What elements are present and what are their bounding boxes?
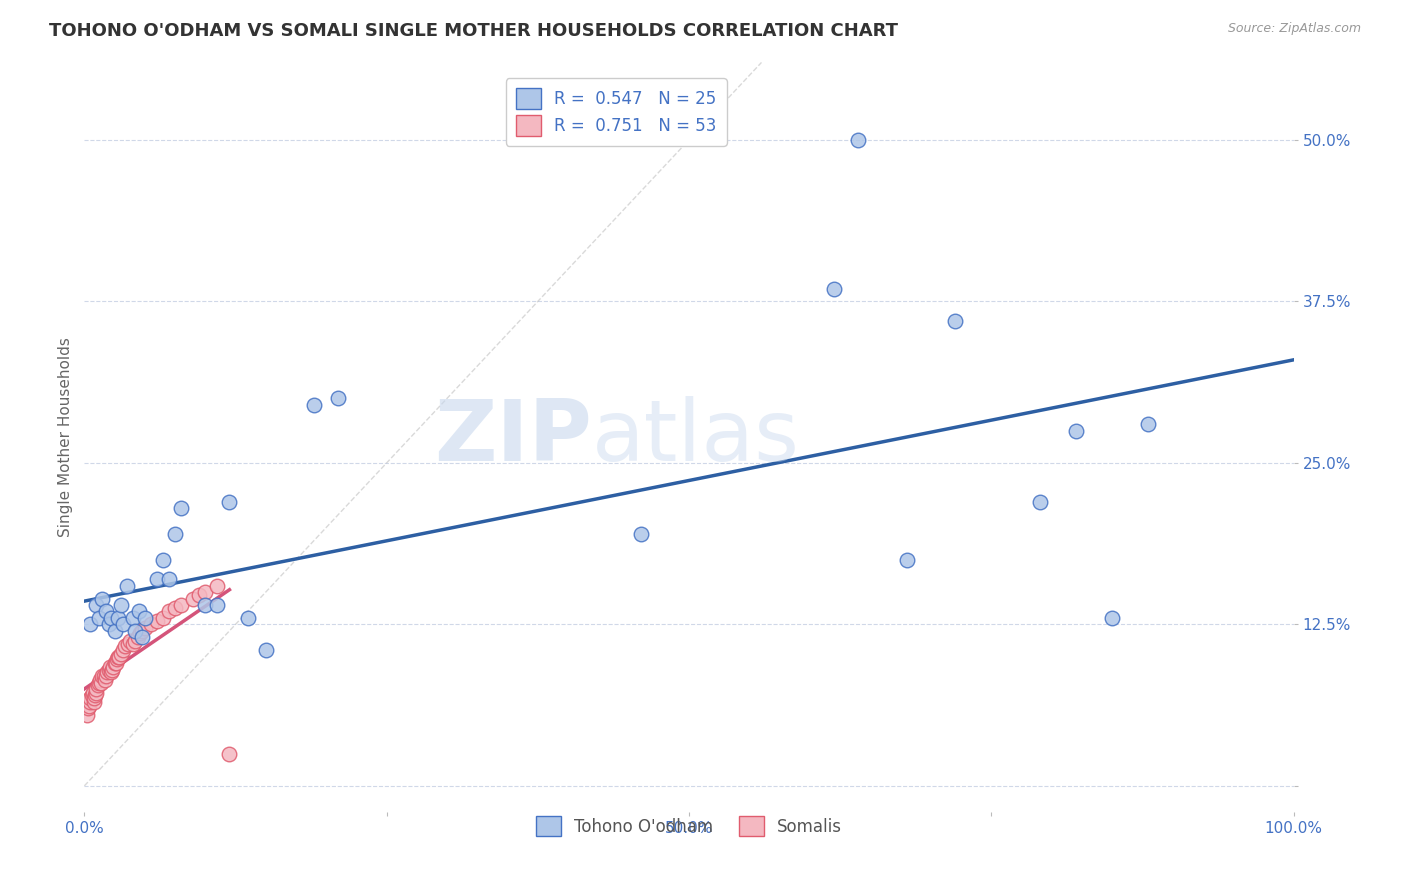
Point [107, 649, 129, 664]
Text: ZIP: ZIP [434, 395, 592, 479]
Point [91, 669, 114, 683]
Point [124, 624, 146, 638]
Point [943, 314, 966, 328]
Point [131, 624, 153, 638]
Point [104, 656, 127, 670]
Point [207, 579, 229, 593]
Point [170, 501, 193, 516]
Point [94, 673, 117, 687]
Point [129, 626, 152, 640]
Point [97, 663, 120, 677]
Point [823, 281, 845, 295]
Point [1101, 611, 1123, 625]
Point [94, 605, 117, 619]
Legend: Tohono O'odham, Somalis: Tohono O'odham, Somalis [527, 807, 851, 845]
Point [207, 598, 229, 612]
Point [104, 624, 127, 638]
Point [77, 698, 100, 713]
Point [131, 630, 153, 644]
Point [94, 669, 117, 683]
Point [86, 686, 108, 700]
Point [630, 527, 652, 541]
Point [152, 611, 174, 625]
Point [96, 665, 118, 680]
Point [89, 673, 111, 687]
Point [157, 572, 180, 586]
Point [127, 630, 149, 644]
Point [108, 649, 131, 664]
Point [115, 579, 138, 593]
Point [128, 605, 150, 619]
Point [165, 600, 187, 615]
Point [170, 598, 193, 612]
Point [121, 611, 143, 625]
Point [181, 591, 204, 606]
Point [84, 689, 107, 703]
Point [152, 553, 174, 567]
Point [218, 494, 240, 508]
Y-axis label: Single Mother Households: Single Mother Households [58, 337, 73, 537]
Point [79, 617, 101, 632]
Point [76, 707, 98, 722]
Point [91, 591, 114, 606]
Point [188, 588, 211, 602]
Point [104, 656, 127, 670]
Point [139, 617, 162, 632]
Point [83, 695, 105, 709]
Point [165, 527, 187, 541]
Point [110, 647, 132, 661]
Point [218, 747, 240, 761]
Point [194, 598, 217, 612]
Point [254, 643, 277, 657]
Text: atlas: atlas [592, 395, 800, 479]
Point [86, 598, 108, 612]
Point [80, 689, 103, 703]
Point [86, 681, 108, 696]
Point [157, 605, 180, 619]
Point [97, 617, 120, 632]
Point [134, 611, 156, 625]
Point [1137, 417, 1160, 432]
Point [112, 617, 135, 632]
Point [146, 614, 169, 628]
Point [1028, 494, 1050, 508]
Point [86, 678, 108, 692]
Point [79, 695, 101, 709]
Point [87, 611, 110, 625]
Point [90, 675, 112, 690]
Point [93, 669, 115, 683]
Point [112, 643, 135, 657]
Point [107, 611, 129, 625]
Point [120, 634, 142, 648]
Point [83, 691, 105, 706]
Point [87, 675, 110, 690]
Point [328, 392, 350, 406]
Point [896, 553, 918, 567]
Point [82, 686, 104, 700]
Point [236, 611, 259, 625]
Point [114, 640, 136, 654]
Point [117, 637, 139, 651]
Point [846, 133, 869, 147]
Point [134, 621, 156, 635]
Point [146, 572, 169, 586]
Point [101, 663, 124, 677]
Point [100, 611, 122, 625]
Point [98, 660, 121, 674]
Point [77, 701, 100, 715]
Point [124, 634, 146, 648]
Point [121, 637, 143, 651]
Point [110, 598, 132, 612]
Point [100, 665, 122, 680]
Point [194, 585, 217, 599]
Point [105, 652, 128, 666]
Point [302, 398, 325, 412]
Point [103, 660, 125, 674]
Point [79, 691, 101, 706]
Point [1064, 424, 1087, 438]
Text: Source: ZipAtlas.com: Source: ZipAtlas.com [1227, 22, 1361, 36]
Text: TOHONO O'ODHAM VS SOMALI SINGLE MOTHER HOUSEHOLDS CORRELATION CHART: TOHONO O'ODHAM VS SOMALI SINGLE MOTHER H… [49, 22, 898, 40]
